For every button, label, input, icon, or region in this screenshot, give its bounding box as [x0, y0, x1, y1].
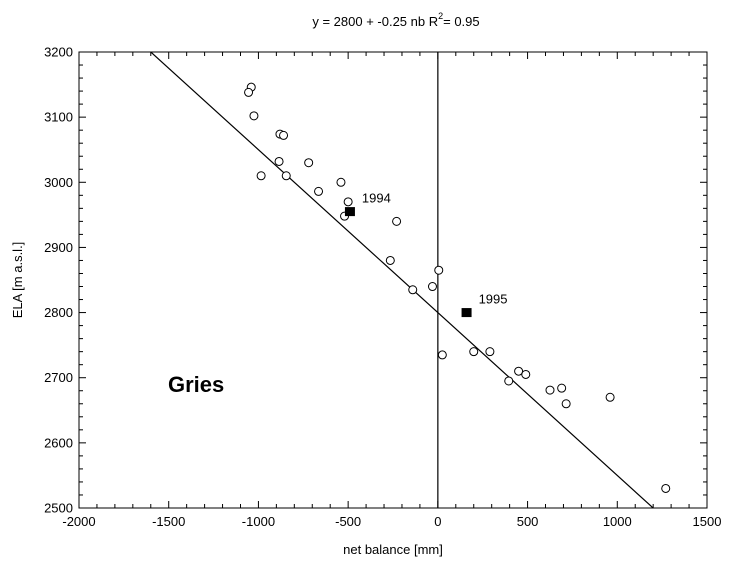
- y-tick-label: 2600: [44, 435, 73, 450]
- x-tick-label: -2000: [62, 514, 95, 529]
- x-axis-title: net balance [mm]: [343, 542, 443, 557]
- x-tick-label: 1000: [603, 514, 632, 529]
- data-point: [392, 216, 402, 226]
- y-tick-label: 2900: [44, 240, 73, 255]
- x-tick-label: 500: [517, 514, 539, 529]
- data-point: [304, 158, 314, 168]
- x-tick-label: 1500: [693, 514, 722, 529]
- highlighted-points: [344, 207, 472, 318]
- data-point: [427, 282, 437, 292]
- regression-equation-r2: = 0.95: [443, 14, 480, 29]
- y-axis-title: ELA [m a.s.l.]: [10, 242, 25, 319]
- highlighted-point-label: 1994: [362, 191, 391, 206]
- data-point: [408, 285, 418, 295]
- data-point: [557, 383, 567, 393]
- data-point: [385, 255, 395, 265]
- regression-equation-main: y = 2800 + -0.25 nb R: [312, 14, 438, 29]
- data-point: [661, 483, 671, 493]
- highlighted-point: [461, 308, 472, 318]
- x-tick-label: -500: [335, 514, 361, 529]
- y-tick-label: 3000: [44, 175, 73, 190]
- y-tick-label: 3200: [44, 45, 73, 60]
- r-squared-superscript: 2: [438, 11, 443, 21]
- x-tick-label: 0: [434, 514, 441, 529]
- data-points: [244, 82, 671, 493]
- data-point: [244, 87, 254, 97]
- y-tick-label: 2800: [44, 305, 73, 320]
- data-point: [336, 177, 346, 187]
- highlighted-point-labels: 1994 1995: [362, 191, 508, 307]
- data-point: [314, 186, 324, 196]
- plot-frame: [78, 51, 708, 509]
- data-point: [521, 369, 531, 379]
- data-point: [469, 347, 479, 357]
- data-point: [605, 392, 615, 402]
- highlighted-point-label: 1995: [479, 292, 508, 307]
- regression-line: [149, 52, 655, 508]
- x-tick-label: -1500: [152, 514, 185, 529]
- axis-ticks: [78, 51, 708, 509]
- axis-tick-labels: -2000 -1500 -1000 -500 0 500 1000 1500 2500 2600 2…: [44, 45, 721, 530]
- data-point: [249, 111, 259, 121]
- data-point: [504, 376, 514, 386]
- data-point: [434, 265, 444, 275]
- data-point: [256, 171, 266, 181]
- data-point: [437, 350, 447, 360]
- data-point: [485, 347, 495, 357]
- data-point: [561, 399, 571, 409]
- data-point: [274, 156, 284, 166]
- data-point: [514, 366, 524, 376]
- x-tick-label: -1000: [242, 514, 275, 529]
- data-point: [279, 130, 289, 140]
- data-point: [545, 385, 555, 395]
- highlighted-point: [344, 207, 355, 217]
- data-point: [281, 171, 291, 181]
- y-tick-label: 3100: [44, 110, 73, 125]
- y-tick-label: 2700: [44, 370, 73, 385]
- regression-equation: y = 2800 + -0.25 nb R2= 0.95: [312, 11, 479, 29]
- glacier-label: Gries: [168, 372, 224, 397]
- data-point: [343, 197, 353, 207]
- y-tick-label: 2500: [44, 501, 73, 516]
